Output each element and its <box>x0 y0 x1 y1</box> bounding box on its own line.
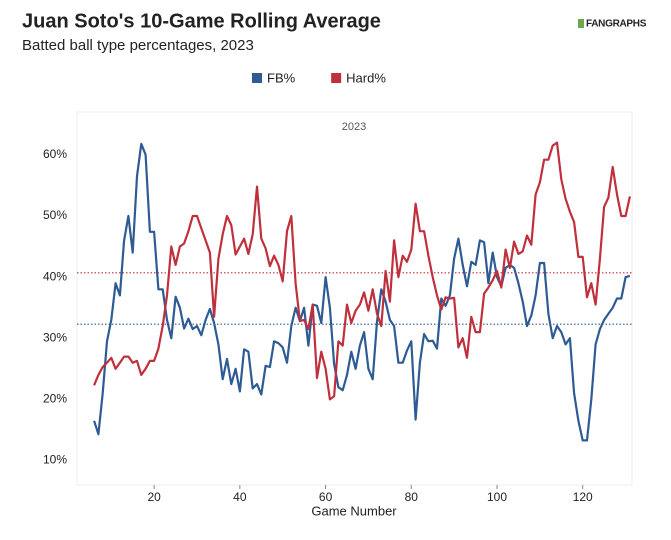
y-tick-label: 50% <box>43 208 67 222</box>
y-tick-label: 20% <box>43 392 67 406</box>
brand-icon <box>578 19 584 28</box>
series-line <box>93 141 631 401</box>
x-tick-label: 80 <box>405 490 419 504</box>
x-axis-label: Game Number <box>311 503 397 518</box>
x-tick-label: 20 <box>147 490 161 504</box>
chart-title: Juan Soto's 10-Game Rolling Average <box>22 10 381 32</box>
x-tick-label: 120 <box>573 490 593 504</box>
panel-label: 2023 <box>342 121 366 133</box>
legend-label: FB% <box>267 70 296 85</box>
brand: FANGRAPHS <box>586 19 647 30</box>
y-tick-label: 60% <box>43 147 67 161</box>
y-tick-label: 30% <box>43 330 67 344</box>
legend-label: Hard% <box>346 70 386 85</box>
legend-swatch <box>252 73 262 83</box>
y-tick-label: 40% <box>43 269 67 283</box>
x-tick-label: 60 <box>319 490 333 504</box>
legend-swatch <box>331 73 342 83</box>
chart-subtitle: Batted ball type percentages, 2023 <box>22 37 254 54</box>
y-tick-label: 10% <box>43 453 67 467</box>
x-tick-label: 100 <box>487 490 507 504</box>
x-tick-label: 40 <box>233 490 247 504</box>
series-line <box>93 142 631 442</box>
plot-frame <box>76 111 633 486</box>
